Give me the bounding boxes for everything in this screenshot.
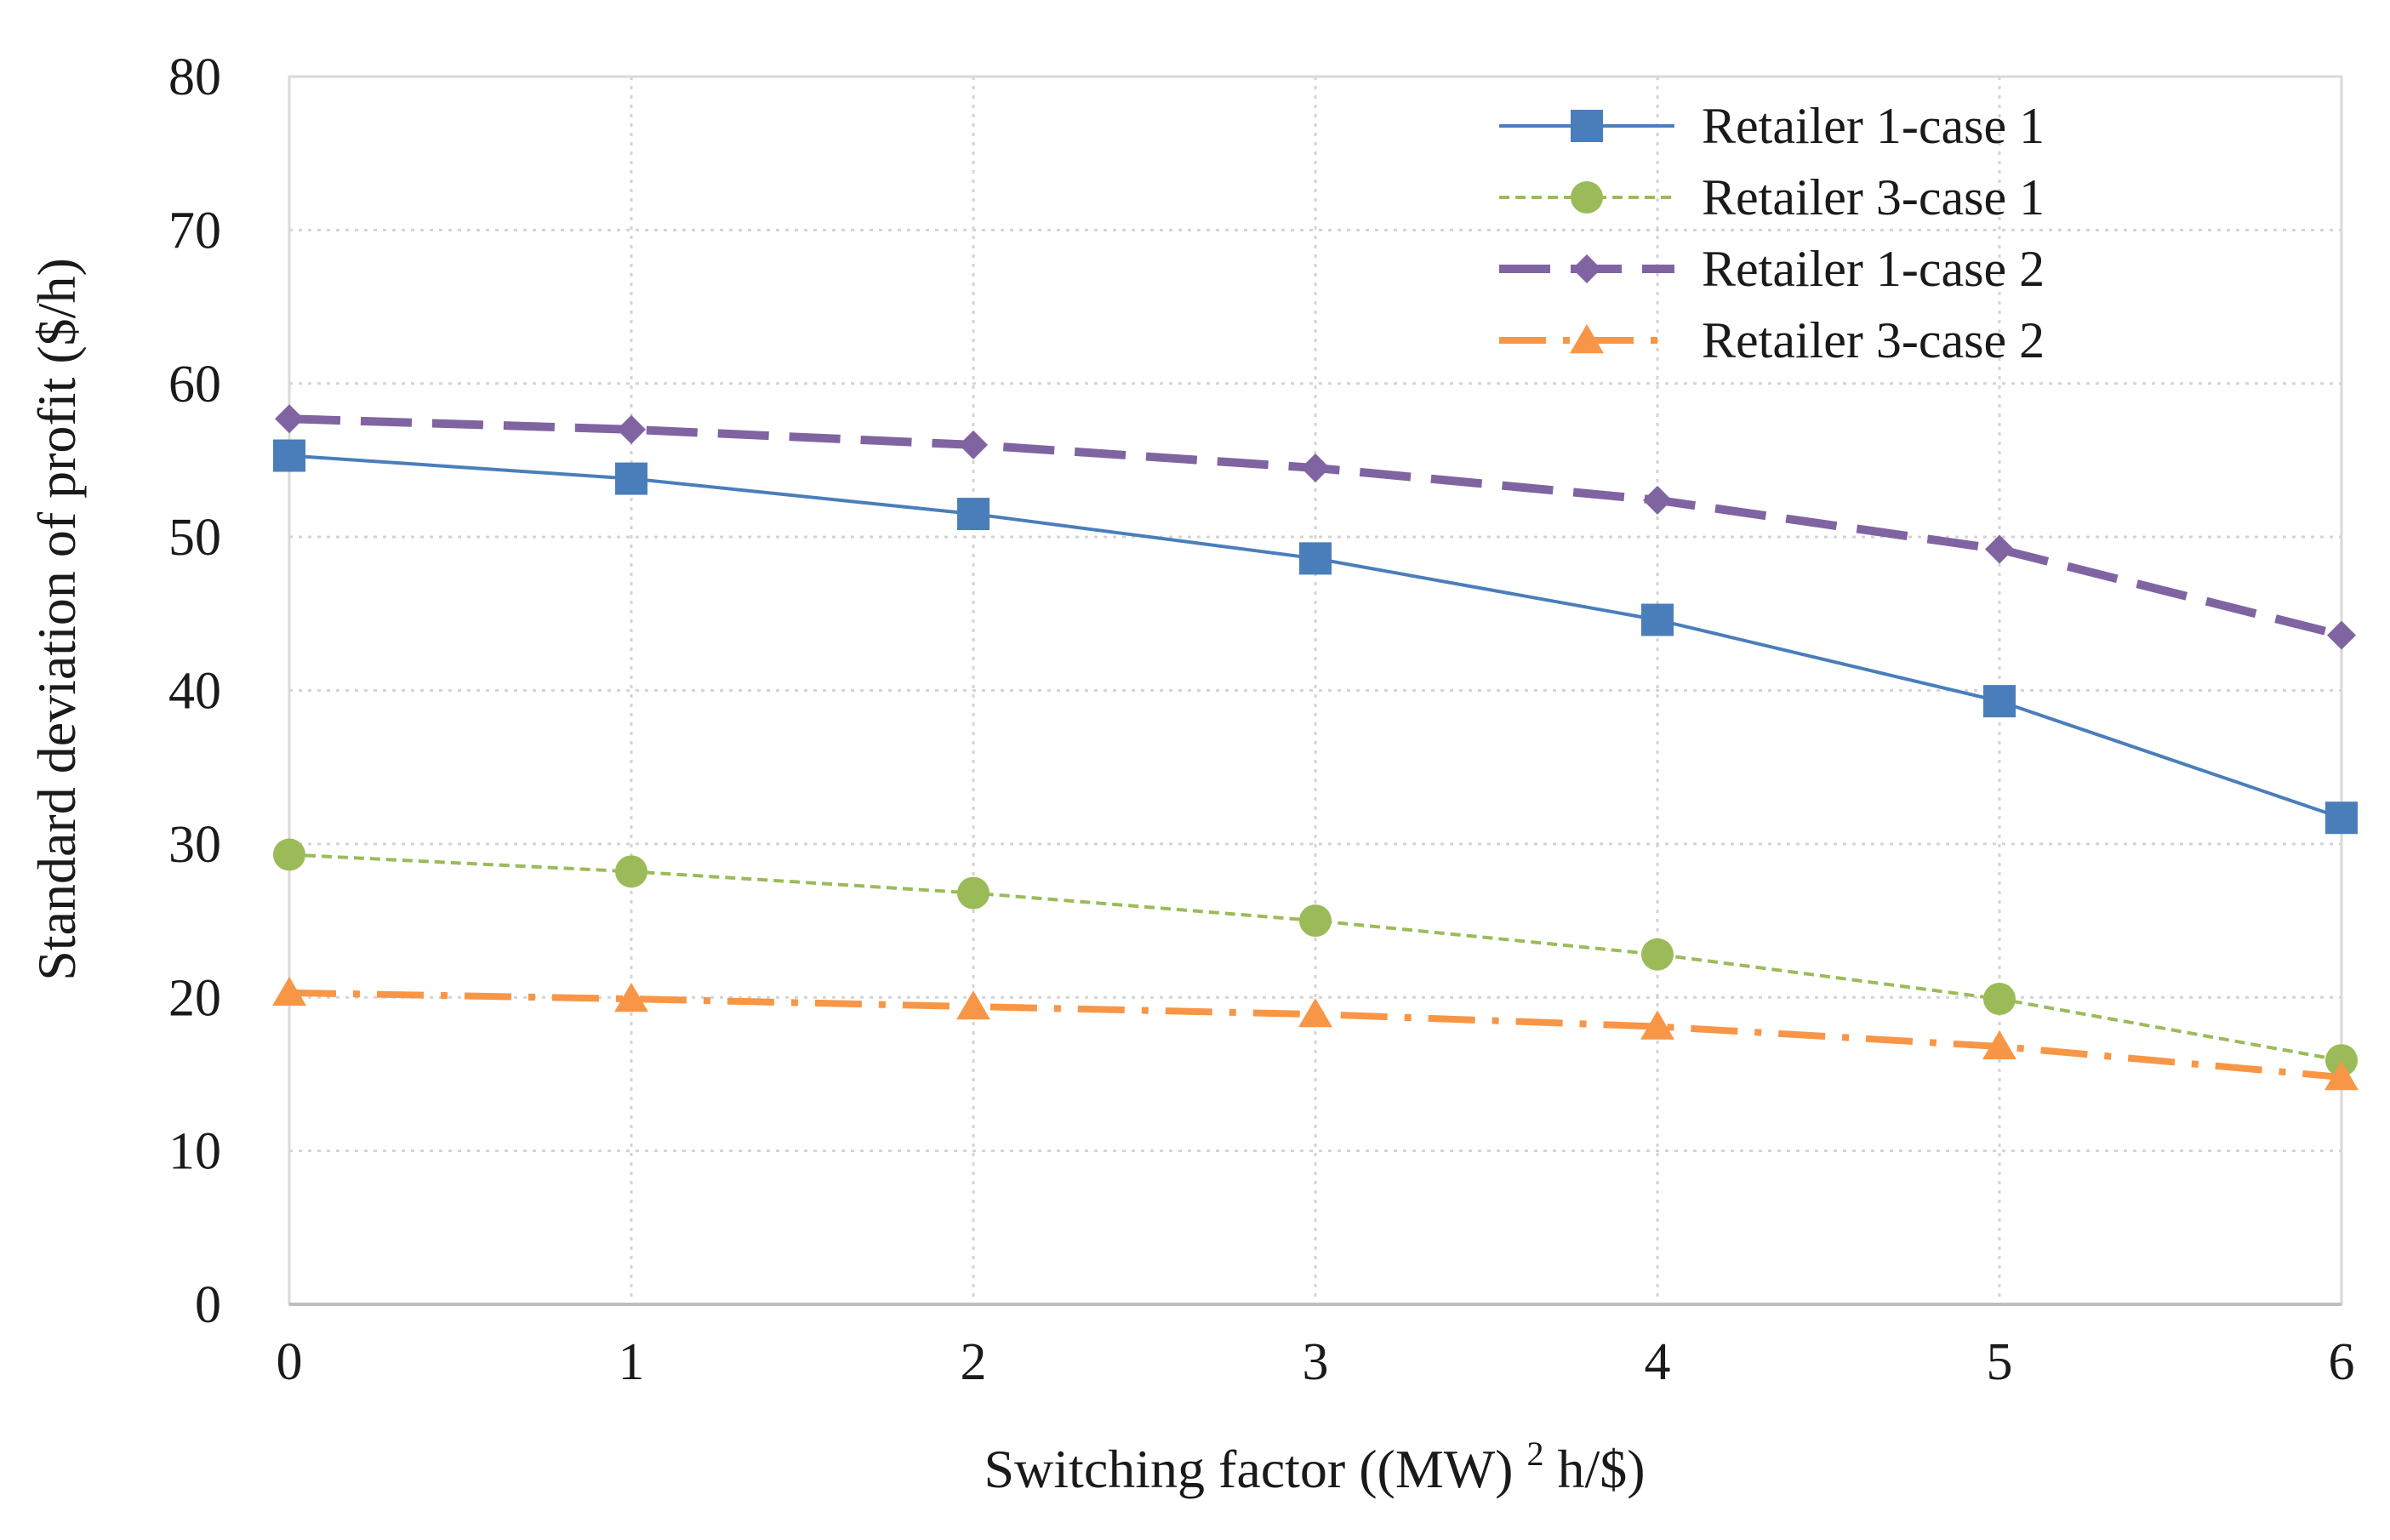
x-tick-label: 4 <box>1645 1333 1671 1391</box>
y-tick-label: 60 <box>168 356 221 414</box>
y-tick-label: 70 <box>168 202 221 260</box>
data-point <box>272 976 306 1007</box>
data-point <box>2325 801 2358 835</box>
x-axis-title-superscript: 2 <box>1526 1434 1543 1473</box>
data-point <box>615 855 647 888</box>
axes: 0 10 20 30 40 50 60 70 80 0 1 2 3 4 5 6 <box>168 48 2355 1391</box>
legend-swatch-marker <box>1571 110 1603 142</box>
legend-item: Retailer 1-case 1 <box>1499 98 2045 154</box>
legend: Retailer 1-case 1 Retailer 3-case 1 Retail… <box>1499 98 2045 368</box>
legend-label: Retailer 1-case 2 <box>1702 241 2045 297</box>
x-axis-title-main: Switching factor ((MW) <box>984 1439 1513 1499</box>
x-tick-label: 0 <box>277 1333 303 1391</box>
data-point <box>1983 685 2016 718</box>
data-point <box>1982 1030 2016 1060</box>
data-point <box>1641 603 1674 636</box>
y-tick-label: 50 <box>168 509 221 567</box>
data-point <box>1643 485 1672 515</box>
series-1 <box>273 439 2358 835</box>
x-tick-label: 1 <box>619 1333 645 1391</box>
x-axis-title: Switching factor ((MW) 2 h/$) <box>984 1417 1645 1499</box>
data-point <box>273 439 305 472</box>
series-4 <box>272 976 2359 1091</box>
legend-item: Retailer 3-case 2 <box>1499 312 2045 368</box>
data-point <box>1640 1010 1674 1040</box>
data-point <box>956 990 990 1020</box>
data-point <box>614 983 648 1012</box>
y-tick-label: 20 <box>168 969 221 1027</box>
y-tick-label: 80 <box>168 48 221 106</box>
x-tick-label: 3 <box>1303 1333 1329 1391</box>
data-point <box>2325 1044 2358 1077</box>
data-point <box>2327 620 2356 650</box>
x-tick-label: 2 <box>961 1333 987 1391</box>
legend-label: Retailer 3-case 1 <box>1702 169 2045 225</box>
data-point <box>1299 904 1332 938</box>
x-axis-title-tail: h/$) <box>1557 1439 1645 1499</box>
data-point <box>1983 983 2016 1016</box>
series-2 <box>273 838 2358 1077</box>
legend-swatch-marker <box>1571 181 1603 214</box>
data-point <box>275 404 304 434</box>
data-point <box>615 462 647 495</box>
data-point <box>2324 1061 2359 1091</box>
x-tick-label: 5 <box>1987 1333 2013 1391</box>
data-point <box>959 430 988 459</box>
legend-swatch-marker <box>1572 254 1601 283</box>
data-point <box>273 838 305 871</box>
data-point <box>1641 938 1674 971</box>
data-point <box>957 498 990 531</box>
data-series <box>272 404 2359 1091</box>
y-tick-label: 0 <box>195 1276 221 1334</box>
legend-item: Retailer 3-case 1 <box>1499 169 2045 225</box>
x-tick-label: 6 <box>2329 1333 2355 1391</box>
data-point <box>1298 998 1332 1028</box>
data-point <box>1301 453 1330 482</box>
legend-label: Retailer 1-case 1 <box>1702 98 2045 154</box>
data-point <box>1985 534 2014 564</box>
y-tick-label: 30 <box>168 816 221 874</box>
series-3 <box>275 404 2356 650</box>
legend-swatch-marker <box>1570 324 1604 354</box>
y-axis-title: Standard deviation of profit ($/h) <box>26 258 87 981</box>
legend-label: Retailer 3-case 2 <box>1702 312 2045 368</box>
legend-item: Retailer 1-case 2 <box>1499 241 2045 297</box>
y-tick-label: 10 <box>168 1123 221 1181</box>
data-point <box>617 414 646 444</box>
data-point <box>1299 542 1332 575</box>
data-point <box>957 876 990 910</box>
y-tick-label: 40 <box>168 663 221 721</box>
